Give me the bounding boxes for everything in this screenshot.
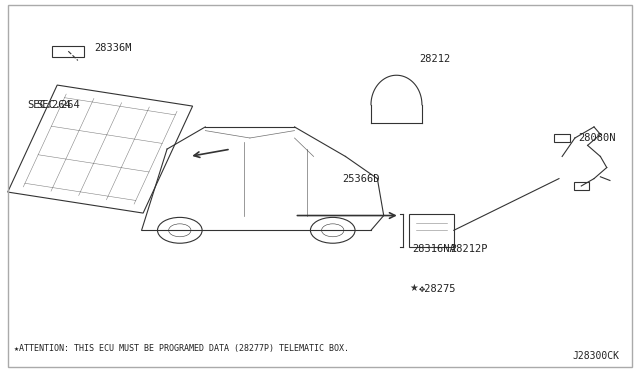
Text: ✥28275: ✥28275 [419, 284, 456, 294]
Text: 28080N: 28080N [578, 133, 616, 143]
Text: 28316NA: 28316NA [412, 244, 456, 254]
Text: SEC.264: SEC.264 [36, 100, 80, 110]
Bar [554, 134, 570, 142]
Bar [409, 214, 454, 247]
Text: 28212: 28212 [419, 54, 450, 64]
Text: 28212P: 28212P [451, 244, 488, 254]
Text: ★ATTENTION: THIS ECU MUST BE PROGRAMED DATA (28277P) TELEMATIC BOX.: ★ATTENTION: THIS ECU MUST BE PROGRAMED D… [14, 344, 349, 353]
Text: 25366D: 25366D [342, 174, 380, 184]
Bar [573, 182, 589, 190]
Text: SEC.264: SEC.264 [27, 100, 70, 110]
Text: ★: ★ [410, 283, 418, 292]
Text: 28336M: 28336M [94, 42, 131, 52]
Text: J28300CK: J28300CK [573, 351, 620, 361]
